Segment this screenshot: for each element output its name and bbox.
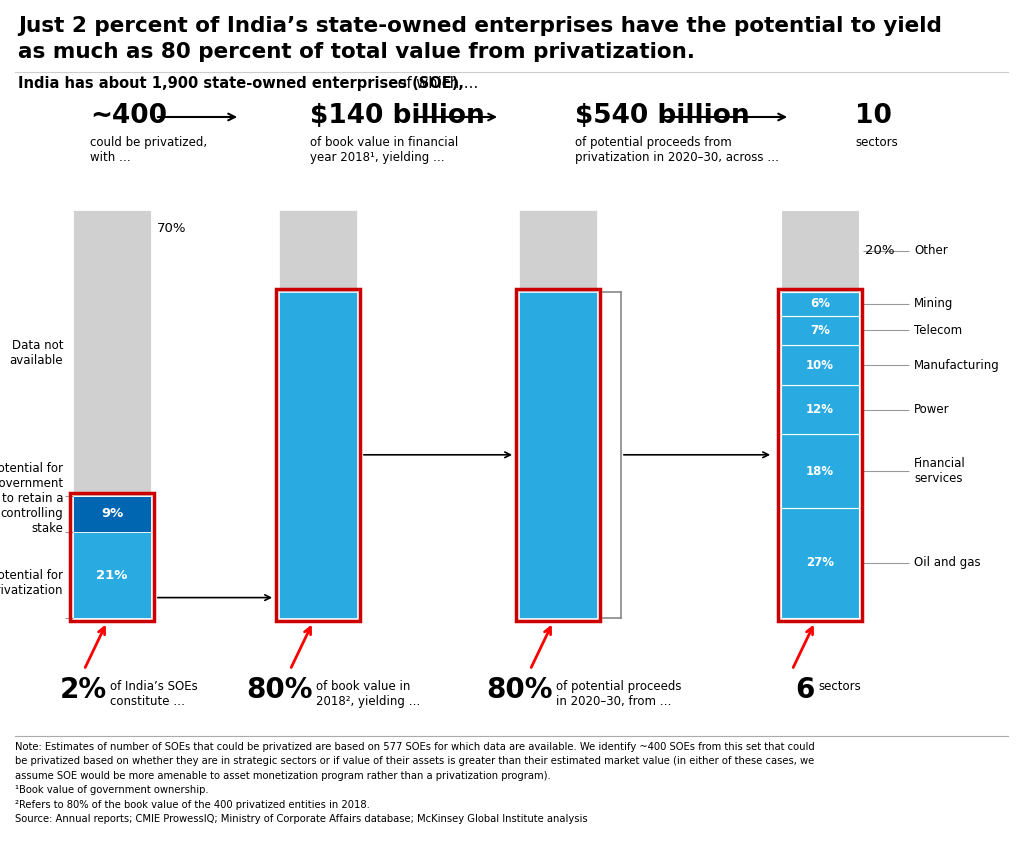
Text: 80%: 80% bbox=[486, 676, 553, 704]
Bar bbox=[781, 344, 859, 386]
Text: 6%: 6% bbox=[810, 298, 830, 311]
Text: of potential proceeds
in 2020–30, from …: of potential proceeds in 2020–30, from … bbox=[556, 680, 682, 708]
Text: 6: 6 bbox=[796, 676, 815, 704]
Text: Financial
services: Financial services bbox=[914, 457, 966, 485]
Bar bbox=[70, 492, 154, 621]
Text: of India’s SOEs
constitute …: of India’s SOEs constitute … bbox=[110, 680, 198, 708]
Text: sectors: sectors bbox=[855, 136, 898, 149]
Text: ~400: ~400 bbox=[90, 103, 167, 129]
Text: could be privatized,
with …: could be privatized, with … bbox=[90, 136, 207, 164]
Text: 70%: 70% bbox=[157, 222, 186, 235]
Text: Manufacturing: Manufacturing bbox=[914, 358, 999, 372]
Text: India has about 1,900 state-owned enterprises (SOE),: India has about 1,900 state-owned enterp… bbox=[18, 76, 464, 91]
Bar bbox=[73, 532, 151, 618]
Bar bbox=[781, 316, 859, 344]
Bar bbox=[781, 508, 859, 618]
Text: 18%: 18% bbox=[806, 465, 835, 477]
Text: 9%: 9% bbox=[101, 508, 123, 521]
Text: of book value in
2018², yielding …: of book value in 2018², yielding … bbox=[316, 680, 421, 708]
Bar bbox=[778, 289, 862, 621]
Text: 10: 10 bbox=[855, 103, 892, 129]
Bar bbox=[73, 496, 151, 532]
Bar bbox=[519, 210, 597, 292]
Bar bbox=[276, 289, 360, 621]
Text: 27%: 27% bbox=[806, 556, 834, 569]
Text: of book value in financial
year 2018¹, yielding …: of book value in financial year 2018¹, y… bbox=[310, 136, 459, 164]
Bar bbox=[73, 210, 151, 496]
Bar bbox=[781, 386, 859, 434]
Text: 7%: 7% bbox=[810, 324, 829, 336]
Text: Note: Estimates of number of SOEs that could be privatized are based on 577 SOEs: Note: Estimates of number of SOEs that c… bbox=[15, 742, 815, 824]
Text: of potential proceeds from
privatization in 2020–30, across …: of potential proceeds from privatization… bbox=[575, 136, 779, 164]
Text: of which …: of which … bbox=[393, 76, 478, 91]
Text: 2%: 2% bbox=[59, 676, 106, 704]
Bar bbox=[279, 292, 357, 618]
Text: Potential for
government
to retain a
controlling
stake: Potential for government to retain a con… bbox=[0, 463, 63, 535]
Bar bbox=[781, 210, 859, 292]
Text: as much as 80 percent of total value from privatization.: as much as 80 percent of total value fro… bbox=[18, 42, 695, 62]
Bar bbox=[781, 434, 859, 508]
Text: Telecom: Telecom bbox=[914, 324, 963, 336]
Text: Other: Other bbox=[914, 244, 948, 257]
Text: 21%: 21% bbox=[96, 568, 128, 581]
Text: Power: Power bbox=[914, 403, 949, 416]
Text: 12%: 12% bbox=[806, 403, 834, 416]
Text: Just 2 percent of India’s state-owned enterprises have the potential to yield: Just 2 percent of India’s state-owned en… bbox=[18, 16, 942, 36]
Text: Mining: Mining bbox=[914, 298, 953, 311]
Text: Oil and gas: Oil and gas bbox=[914, 556, 981, 569]
Text: $540 billion: $540 billion bbox=[575, 103, 750, 129]
Text: Potential for
privatization: Potential for privatization bbox=[0, 569, 63, 597]
Text: 80%: 80% bbox=[247, 676, 313, 704]
Text: Data not
available: Data not available bbox=[9, 339, 63, 367]
Bar bbox=[279, 210, 357, 292]
Text: 10%: 10% bbox=[806, 358, 834, 372]
Text: $140 billion: $140 billion bbox=[310, 103, 484, 129]
Text: 20%: 20% bbox=[865, 244, 895, 257]
Bar bbox=[516, 289, 600, 621]
Text: sectors: sectors bbox=[818, 680, 861, 693]
Bar bbox=[781, 292, 859, 316]
Bar bbox=[519, 292, 597, 618]
